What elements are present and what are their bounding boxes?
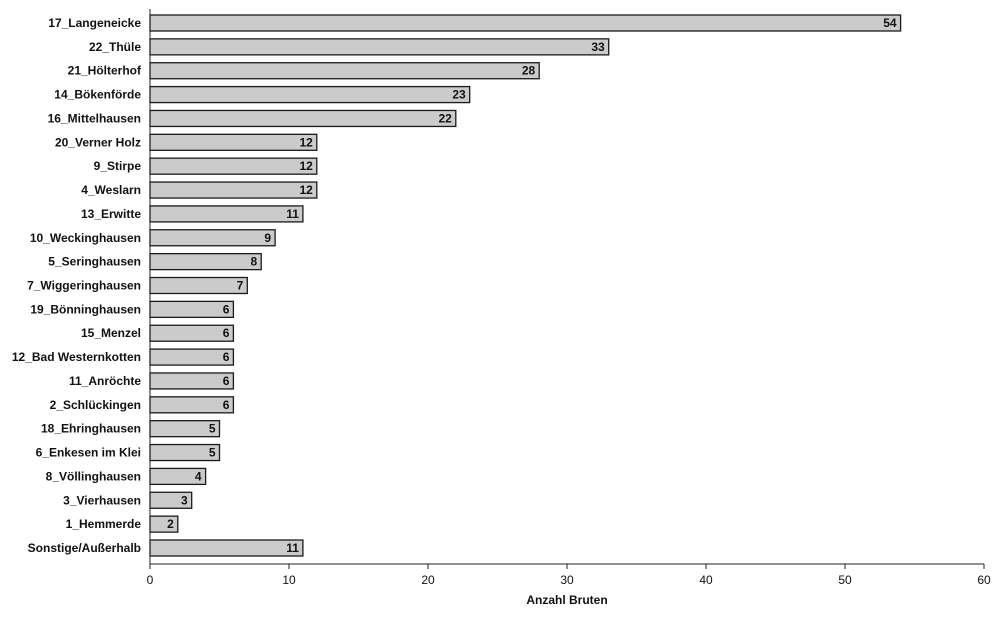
value-label: 6 <box>223 398 230 412</box>
value-label: 12 <box>299 183 313 197</box>
value-label: 54 <box>883 16 897 30</box>
bar <box>149 372 235 390</box>
category-label: 14_Bökenförde <box>54 88 141 102</box>
category-label: 6_Enkesen im Klei <box>36 446 141 460</box>
bar <box>149 38 610 56</box>
bar <box>149 229 276 247</box>
category-labels: 17_Langeneicke 22_Thüle 21_Hölterhof 14_Bök… <box>12 16 142 555</box>
value-label: 11 <box>286 541 299 555</box>
category-label: 7_Wiggeringhausen <box>27 279 141 293</box>
bar <box>149 109 457 128</box>
x-axis: 0 10 20 30 40 50 60 <box>147 9 991 587</box>
value-label: 6 <box>223 350 230 364</box>
value-label: 9 <box>264 231 271 245</box>
value-label: 3 <box>181 493 188 507</box>
x-tick-label: 60 <box>977 573 991 587</box>
value-label: 23 <box>452 88 466 102</box>
value-label: 12 <box>299 159 313 173</box>
value-label: 6 <box>223 326 230 340</box>
value-label: 5 <box>209 446 216 460</box>
category-label: 21_Hölterhof <box>68 64 142 78</box>
bar <box>149 62 540 80</box>
bar <box>149 157 318 175</box>
x-axis-title: Anzahl Bruten <box>526 593 607 607</box>
bar <box>149 300 235 319</box>
bar <box>149 348 235 366</box>
x-tick-label: 10 <box>282 573 296 587</box>
x-tick-label: 0 <box>147 573 154 587</box>
x-tick-label: 40 <box>699 573 713 587</box>
value-label: 6 <box>223 302 230 316</box>
value-label: 5 <box>209 422 216 436</box>
category-label: 19_Bönninghausen <box>30 302 141 316</box>
category-label: 1_Hemmerde <box>66 517 142 531</box>
bar <box>149 181 318 199</box>
category-label: 2_Schlückingen <box>50 398 141 412</box>
category-label: 12_Bad Westernkotten <box>12 350 141 364</box>
bar <box>149 85 471 104</box>
bar <box>149 133 318 151</box>
value-label: 12 <box>299 135 313 149</box>
value-label: 11 <box>286 207 299 221</box>
bars-group <box>149 14 902 557</box>
category-label: 11_Anröchte <box>69 374 141 388</box>
category-label: 13_Erwitte <box>81 207 141 221</box>
category-label: 16_Mittelhausen <box>48 111 141 125</box>
category-label: 8_Völlinghausen <box>46 469 141 483</box>
value-label: 33 <box>591 40 605 54</box>
value-label: 6 <box>223 374 230 388</box>
x-tick-label: 20 <box>421 573 435 587</box>
category-label: 4_Weslarn <box>81 183 141 197</box>
category-label: 17_Langeneicke <box>48 16 141 30</box>
value-label: 28 <box>522 64 536 78</box>
category-label: 3_Vierhausen <box>63 493 141 507</box>
bar <box>149 324 235 342</box>
value-label: 4 <box>195 469 202 483</box>
bar <box>149 205 304 223</box>
value-label: 8 <box>251 255 258 269</box>
bar <box>149 276 248 295</box>
category-label: 20_Verner Holz <box>55 135 141 149</box>
value-label: 7 <box>237 279 244 293</box>
category-label: Sonstige/Außerhalb <box>28 541 141 555</box>
category-label: 15_Menzel <box>81 326 141 340</box>
bar <box>149 396 235 414</box>
bar <box>149 539 304 557</box>
category-label: 18_Ehringhausen <box>41 422 141 436</box>
bar <box>149 252 262 271</box>
x-tick-label: 30 <box>560 573 574 587</box>
category-label: 22_Thüle <box>89 40 141 54</box>
category-label: 9_Stirpe <box>94 159 142 173</box>
x-tick-label: 50 <box>838 573 852 587</box>
value-label: 22 <box>438 111 452 125</box>
value-label: 2 <box>167 517 174 531</box>
category-label: 5_Seringhausen <box>48 255 141 269</box>
category-label: 10_Weckinghausen <box>30 231 141 245</box>
bar <box>149 14 902 32</box>
